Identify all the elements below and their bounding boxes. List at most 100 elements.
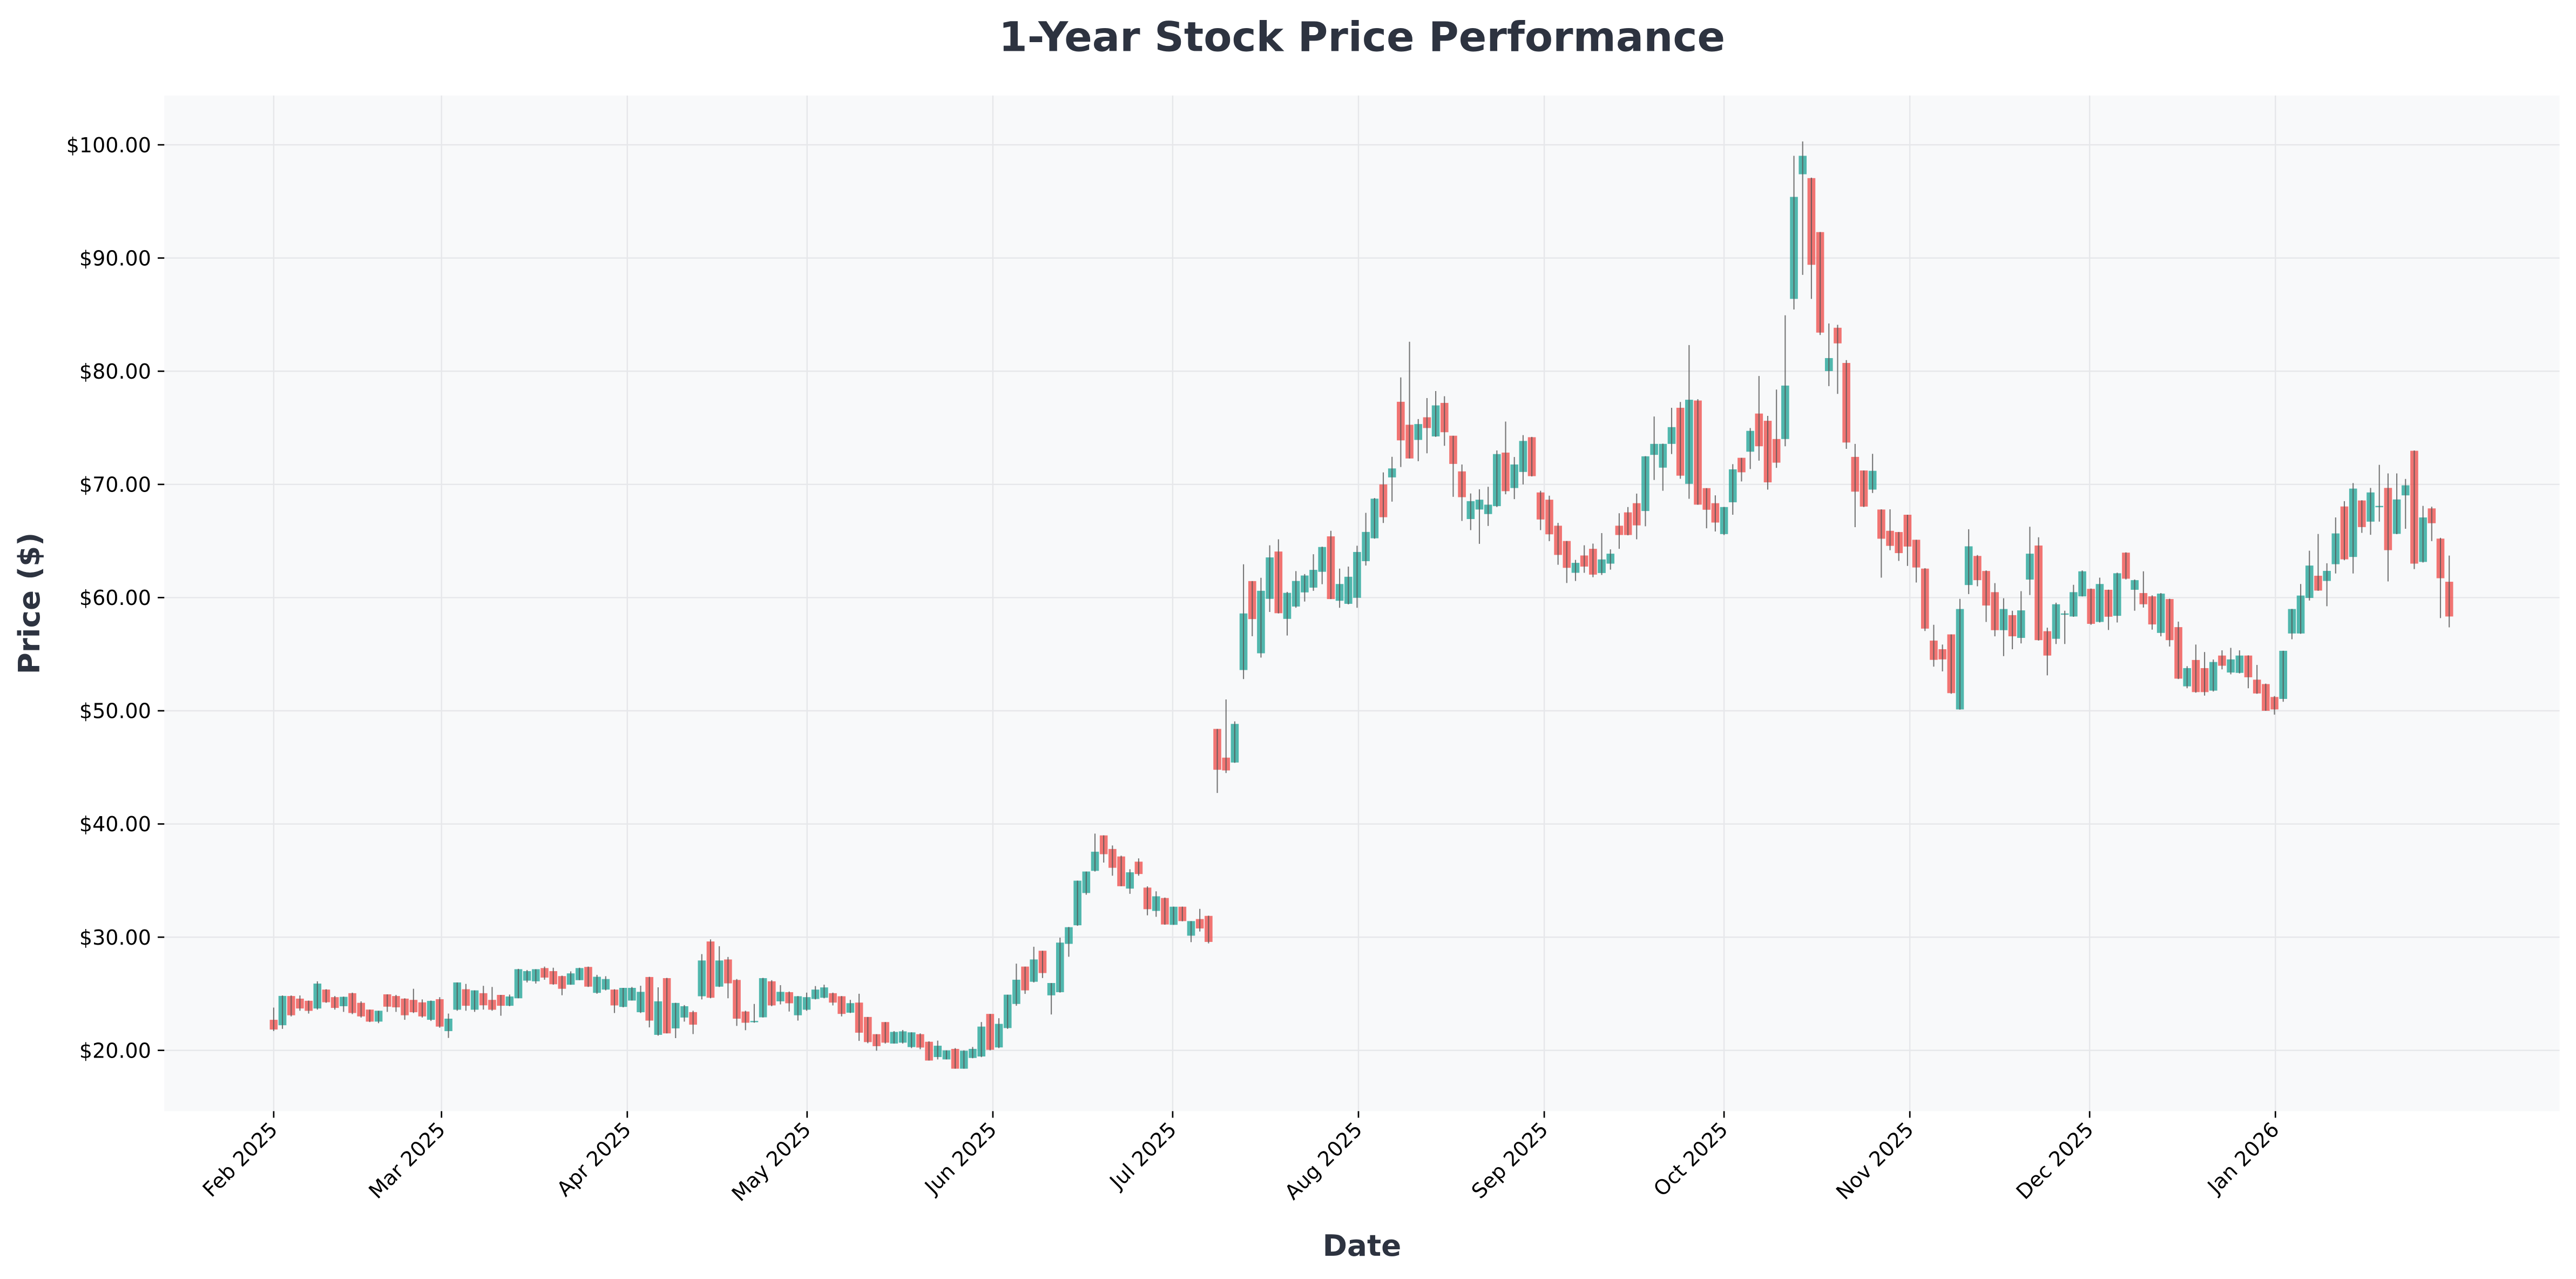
candle-up — [1003, 994, 1012, 1029]
candle-down — [1327, 530, 1335, 600]
candle-up — [278, 995, 287, 1029]
candle-up — [1362, 513, 1370, 566]
candle-down — [1589, 543, 1597, 577]
candle-down — [881, 1022, 889, 1044]
candle-down — [348, 992, 356, 1014]
candle-down — [1213, 729, 1221, 793]
candle-down — [1938, 644, 1946, 672]
candle-up — [1065, 927, 1073, 957]
candle-down — [1973, 555, 1982, 587]
y-tick-label: $90.00 — [79, 246, 151, 270]
y-axis: $20.00 $30.00 $40.00 $50.00 $60.00 $70.00 $80.… — [66, 133, 165, 1062]
candle-down — [540, 966, 549, 980]
candle-up — [1239, 564, 1248, 679]
candle-down — [1851, 443, 1860, 528]
candle-down — [1737, 457, 1746, 482]
candle-down — [873, 1034, 881, 1051]
candle-up — [1790, 156, 1798, 310]
candle-up — [2026, 527, 2034, 595]
candle-up — [1720, 507, 1728, 535]
candle-down — [1763, 416, 1772, 490]
candle-up — [1388, 456, 1396, 502]
candle-up — [1230, 721, 1239, 763]
candle-down — [1903, 515, 1912, 566]
candle-up — [750, 1004, 759, 1023]
candle-down — [1921, 568, 1929, 631]
candle-down — [785, 991, 793, 1012]
candle-up — [2070, 584, 2078, 617]
y-tick-label: $60.00 — [79, 586, 151, 610]
candle-down — [855, 993, 863, 1041]
candle-up — [444, 1013, 452, 1038]
candle-down — [2262, 683, 2270, 711]
y-tick-label: $80.00 — [79, 360, 151, 383]
candle-down — [1502, 421, 1510, 495]
candle-up — [313, 981, 322, 1010]
candle-down — [2218, 650, 2226, 670]
candle-down — [392, 994, 400, 1012]
candle-down — [1222, 699, 1230, 773]
candle-down — [1912, 540, 1921, 583]
candle-down — [1842, 360, 1850, 449]
candle-down — [1021, 966, 1029, 994]
candle-up — [1519, 435, 1527, 484]
candle-down — [1860, 470, 1868, 507]
candle-down — [1755, 376, 1763, 461]
candle-down — [1991, 583, 1999, 637]
candle-down — [1205, 916, 1213, 944]
candle-down — [409, 988, 418, 1013]
candle-down — [296, 995, 304, 1011]
candle-down — [1816, 232, 1824, 335]
candle-up — [959, 1050, 968, 1069]
candle-up — [1510, 457, 1519, 500]
candle-up — [2060, 610, 2069, 644]
candle-up — [1659, 443, 1667, 491]
candle-down — [1161, 897, 1169, 925]
candle-up — [2401, 479, 2410, 529]
candle-up — [1370, 497, 1379, 539]
candle-up — [1781, 315, 1789, 447]
candle-up — [1728, 464, 1737, 515]
candle-up — [811, 986, 820, 1000]
candle-up — [1152, 891, 1160, 917]
candle-up — [566, 971, 575, 985]
candle-down — [2340, 501, 2349, 561]
candle-down — [2087, 588, 2095, 625]
candle-up — [1650, 416, 1658, 480]
candle-up — [1598, 533, 1606, 575]
candle-up — [898, 1029, 907, 1044]
candle-up — [1606, 549, 1615, 570]
candle-down — [2166, 598, 2174, 647]
candle-down — [366, 1009, 374, 1022]
y-tick-label: $100.00 — [66, 133, 151, 157]
candle-down — [2244, 655, 2253, 689]
candle-up — [637, 986, 645, 1013]
candle-up — [1799, 141, 1807, 275]
candle-up — [1073, 880, 1081, 926]
candle-down — [1099, 835, 1108, 863]
candle-up — [794, 996, 802, 1021]
candle-down — [1397, 377, 1405, 467]
candle-down — [2192, 644, 2200, 693]
candle-up — [1344, 566, 1353, 604]
gridlines — [164, 95, 2560, 1112]
candle-up — [969, 1047, 977, 1059]
candle-down — [2200, 652, 2209, 696]
candle-down — [1807, 177, 1816, 299]
x-tick-label: Oct 2025 — [1649, 1118, 1733, 1201]
candle-up — [619, 988, 627, 1008]
candle-up — [1484, 487, 1492, 526]
candle-up — [2331, 517, 2340, 574]
candle-down — [1772, 389, 1781, 468]
candle-up — [1999, 598, 2008, 656]
x-tick-label: Sep 2025 — [1467, 1118, 1553, 1203]
candle-down — [287, 995, 295, 1017]
candle-down — [1886, 509, 1894, 550]
candle-down — [2358, 500, 2366, 533]
candle-up — [2113, 573, 2121, 623]
candle-down — [689, 1011, 697, 1034]
candle-up — [2095, 577, 2104, 623]
candle-down — [2008, 610, 2017, 649]
candle-up — [977, 1022, 985, 1058]
candle-up — [995, 1018, 1003, 1048]
